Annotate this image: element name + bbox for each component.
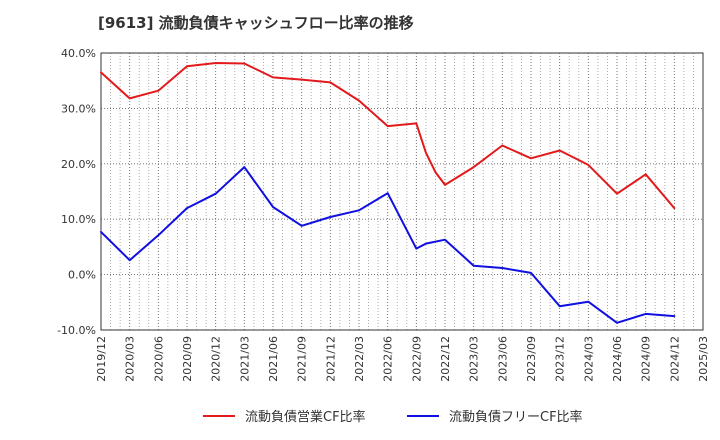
plot-frame [100,52,704,331]
x-tick-label: 2021/03 [238,336,251,382]
x-tick-label: 2020/12 [210,336,223,382]
x-tick-label: 2024/09 [640,336,653,382]
x-tick-label: 2024/03 [582,336,595,382]
y-tick-label: 0.0% [68,269,96,282]
x-tick-label: 2023/06 [496,336,509,382]
x-tick-label: 2024/06 [611,336,624,382]
y-tick-label: 40.0% [61,47,96,60]
y-tick-label: 30.0% [61,102,96,115]
x-tick-label: 2020/06 [152,336,165,382]
y-tick-label: 10.0% [61,213,96,226]
x-tick-label: 2021/06 [267,336,280,382]
x-tick-label: 2019/12 [95,336,108,382]
legend-label-1: 流動負債営業CF比率 [245,409,366,425]
series-line-2 [100,166,676,324]
x-tick-label: 2024/12 [668,336,681,382]
chart-title: [9613] 流動負債キャッシュフロー比率の推移 [98,14,414,32]
x-tick-label: 2021/12 [324,336,337,382]
series-line-1 [100,62,676,210]
x-tick-label: 2022/09 [410,336,423,382]
x-tick-label: 2023/09 [525,336,538,382]
x-tick-label: 2023/03 [468,336,481,382]
x-tick-label: 2020/09 [181,336,194,382]
x-tick-label: 2022/03 [353,336,366,382]
legend-label-2: 流動負債フリーCF比率 [449,409,583,425]
x-tick-label: 2020/03 [124,336,137,382]
y-tick-label: -10.0% [57,324,96,337]
x-tick-label: 2023/12 [554,336,567,382]
x-tick-label: 2025/03 [697,336,710,382]
x-tick-label: 2022/12 [439,336,452,382]
x-tick-label: 2022/06 [382,336,395,382]
y-tick-label: 20.0% [61,158,96,171]
x-tick-label: 2021/09 [296,336,309,382]
